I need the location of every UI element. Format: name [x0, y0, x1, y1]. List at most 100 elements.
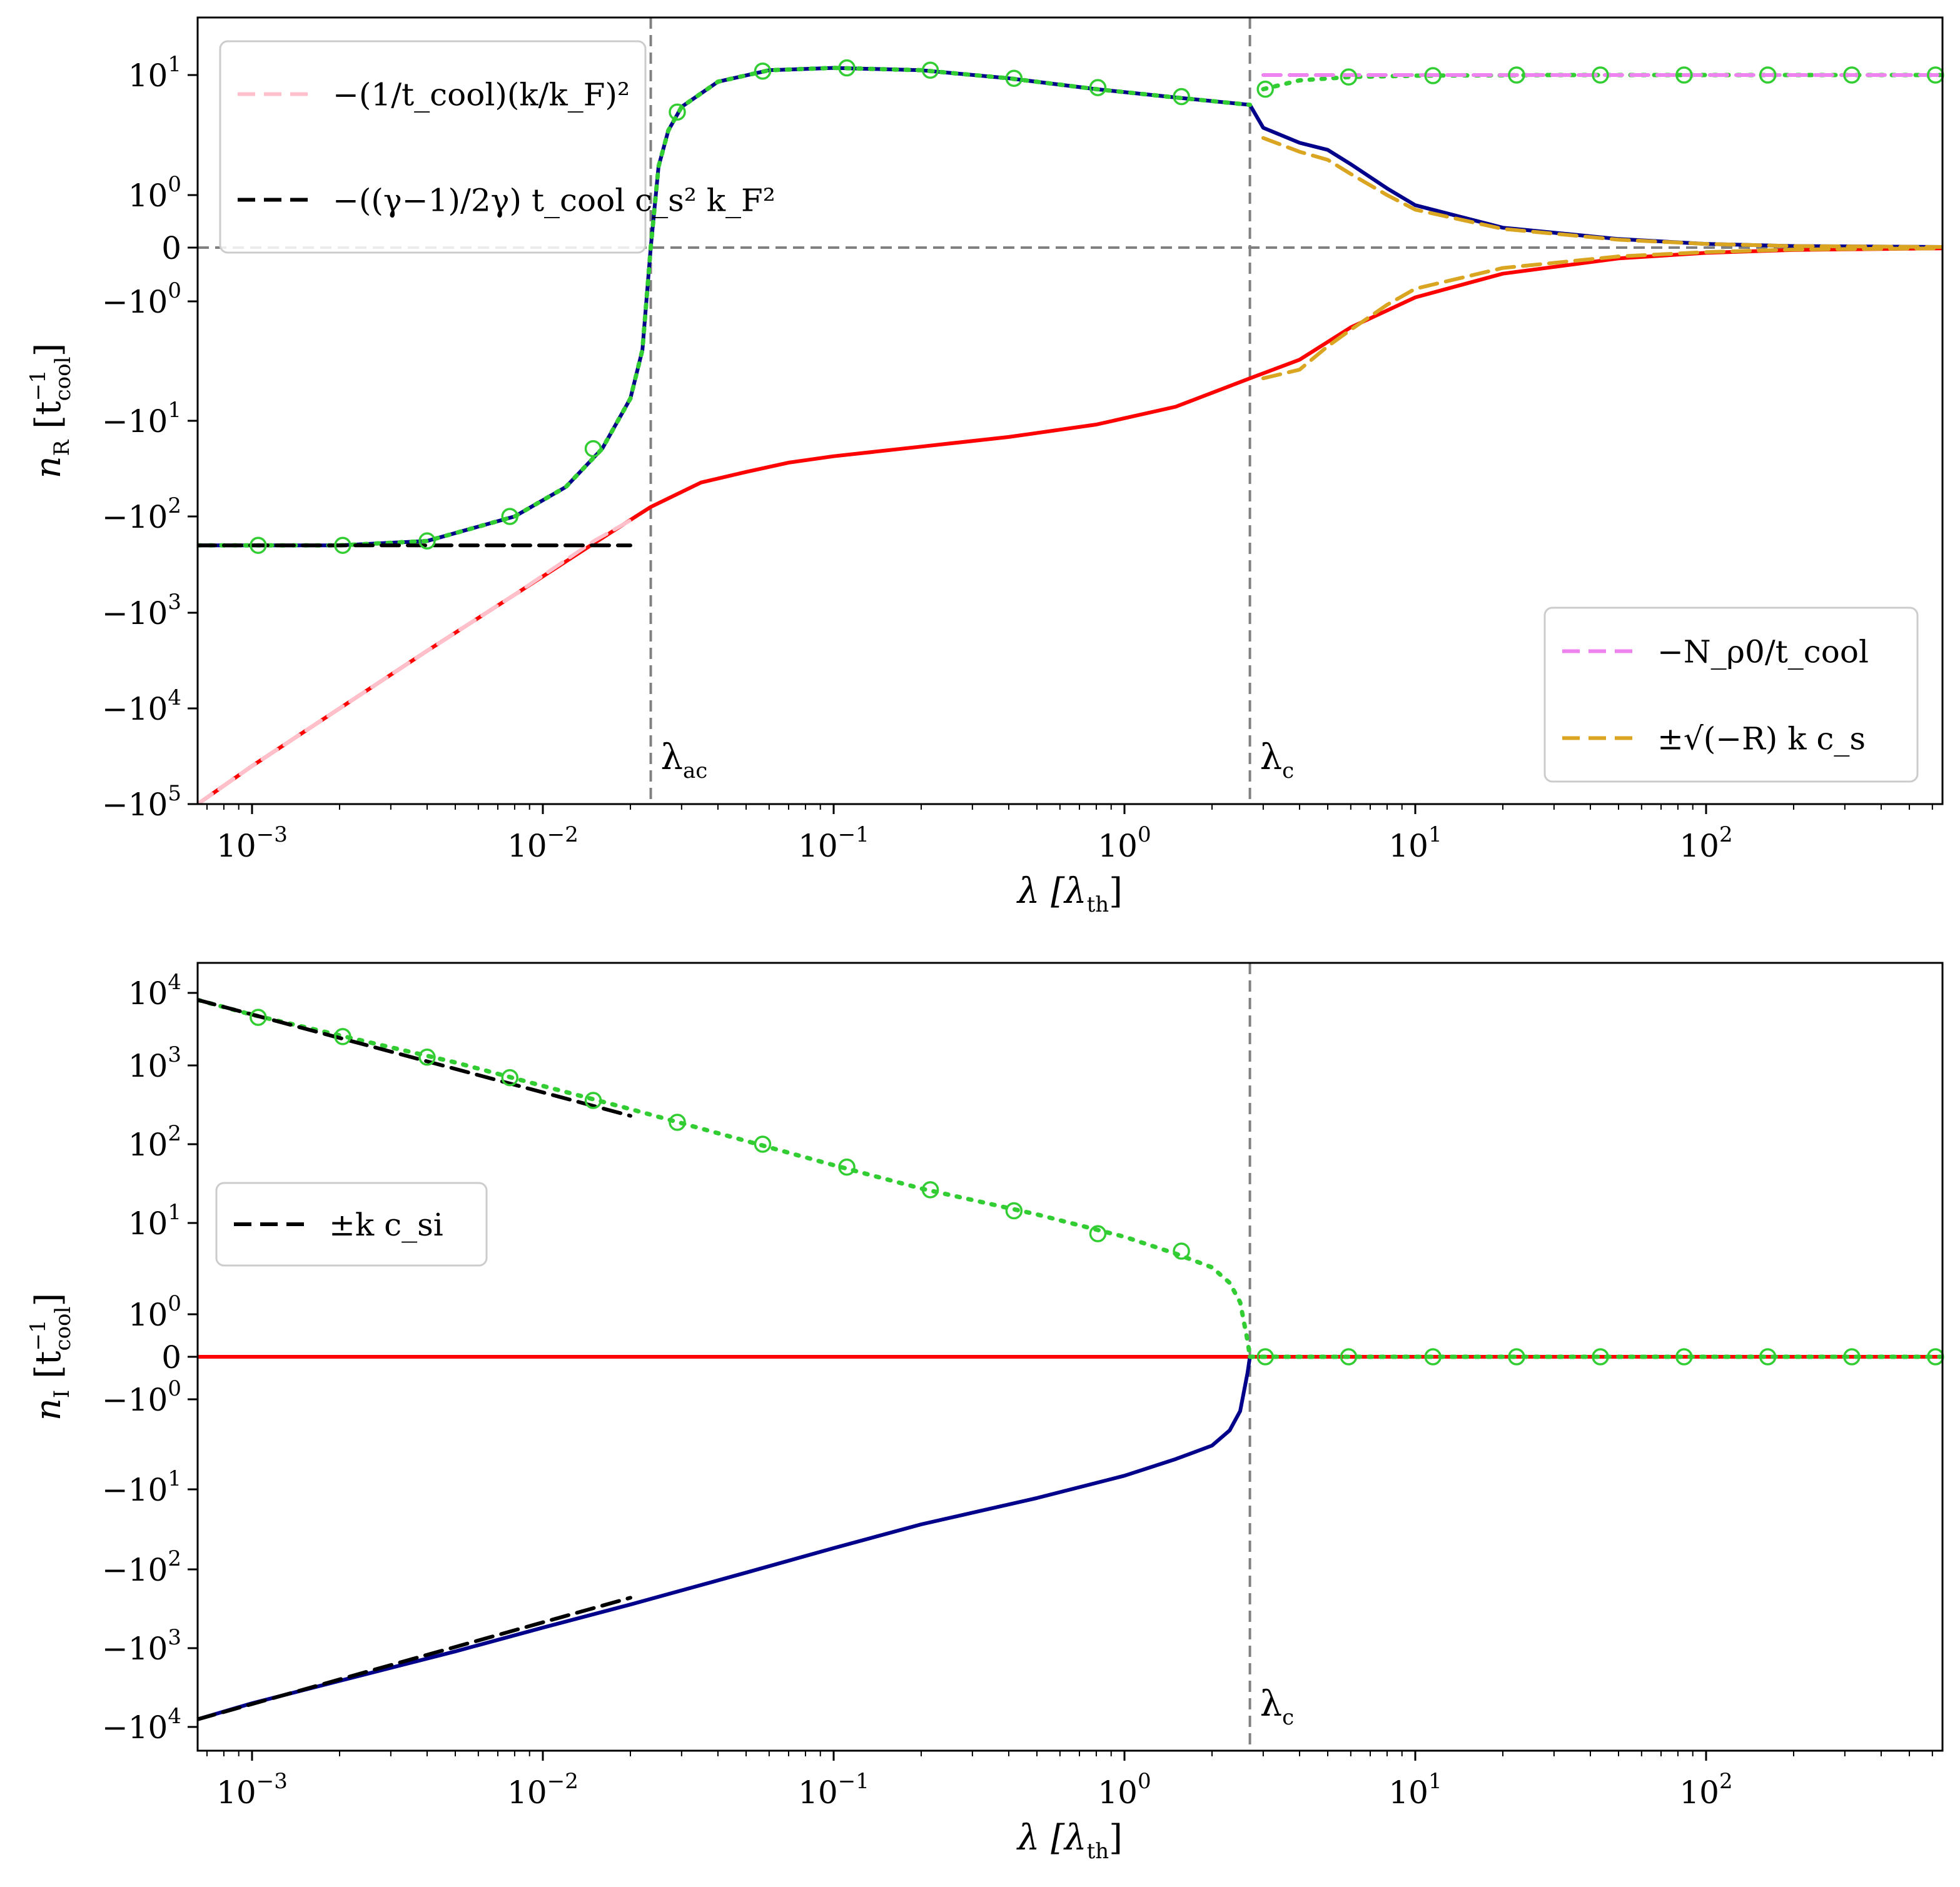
data-point-marker [1843, 1348, 1861, 1366]
tick-base: 10 [1679, 1774, 1719, 1811]
tick-exp: 4 [168, 685, 181, 710]
ylabel-n: n [28, 1398, 69, 1421]
data-point-marker [1340, 1348, 1358, 1366]
marker-symbol: λ [1260, 1684, 1283, 1724]
x-tick-label: 102 [1679, 822, 1732, 864]
tick-base: 10 [1098, 1774, 1138, 1811]
tick-base: 0 [161, 1339, 181, 1376]
ylabel-n: n [28, 456, 69, 478]
tick-base: 10 [216, 1774, 256, 1811]
tick-base: 0 [161, 230, 181, 266]
data-point-marker [1759, 1348, 1777, 1366]
x-tick-label: 10−3 [216, 822, 288, 864]
data-point-marker [501, 1069, 518, 1087]
tick-exp: 0 [1138, 1769, 1151, 1794]
tick-base: 10 [1388, 828, 1428, 864]
tick-base: 10 [507, 1774, 547, 1811]
data-point-marker [584, 1092, 602, 1109]
data-point-marker [250, 536, 267, 554]
series-line [198, 998, 632, 1118]
tick-exp: 2 [168, 493, 181, 518]
legend-label: −N_ρ0/t_cool [1657, 634, 1869, 670]
data-point-marker [250, 1009, 267, 1026]
tick-exp: 1 [168, 1466, 181, 1491]
tick-base: 10 [128, 178, 168, 214]
legend-label: ±k c_si [329, 1207, 443, 1243]
data-point-marker [1256, 80, 1274, 98]
data-point-marker [669, 1114, 686, 1131]
tick-base: 10 [128, 975, 168, 1012]
data-point-marker [921, 61, 939, 79]
tick-exp: 3 [168, 1042, 181, 1067]
ylabel-t: [t [28, 1351, 69, 1390]
y-tick-label: −101 [102, 398, 181, 440]
tick-base: −10 [102, 1552, 168, 1588]
tick-base: 10 [507, 828, 547, 864]
ylabel-exp: −1 [26, 370, 51, 401]
tick-exp: 2 [1719, 822, 1733, 847]
series-line [1261, 246, 1942, 381]
y-tick-label: 103 [128, 1042, 181, 1084]
tick-base: 10 [1679, 828, 1719, 864]
data-point-marker [1005, 1202, 1023, 1220]
data-point-marker [1675, 1348, 1693, 1366]
data-point-marker [1508, 1348, 1525, 1366]
x-tick-label: 10−1 [798, 1769, 869, 1811]
data-point-marker [334, 536, 351, 554]
marker-group [250, 1009, 1944, 1366]
data-point-marker [1424, 67, 1442, 84]
marker-group [250, 59, 1944, 554]
data-point-marker [1759, 66, 1777, 84]
xlabel-sub: th [1087, 1839, 1109, 1864]
ylabel-sub: R [49, 439, 74, 456]
legend-label: ±√(−R) k c_s [1657, 721, 1866, 757]
ylabel-close: ] [28, 1293, 69, 1307]
tick-base: −10 [102, 499, 168, 535]
tick-exp: 4 [168, 970, 181, 995]
y-tick-label: 0 [161, 1339, 181, 1376]
y-tick-label: −104 [102, 685, 181, 727]
tick-base: 10 [128, 1205, 168, 1242]
tick-exp: −1 [838, 822, 869, 847]
x-tick-label: 101 [1388, 822, 1442, 864]
tick-exp: 0 [1138, 822, 1151, 847]
vertical-marker-label: λac [661, 737, 708, 783]
data-point-marker [669, 103, 686, 121]
y-tick-label: −104 [102, 1704, 181, 1746]
marker-symbol: λ [661, 737, 684, 778]
data-point-marker [418, 1049, 436, 1066]
tick-exp: 0 [168, 172, 181, 197]
legend-top-left: −(1/t_cool)(k/k_F)² −((γ−1)/2γ) t_cool c_… [219, 40, 775, 254]
data-point-marker [584, 440, 602, 458]
tick-exp: 1 [168, 398, 181, 423]
series-line [198, 246, 1942, 804]
tick-base: 10 [798, 828, 838, 864]
y-tick-label: −100 [102, 278, 181, 320]
ylabel-close: ] [28, 343, 69, 357]
tick-base: 10 [128, 1127, 168, 1163]
data-point-marker [1843, 66, 1861, 84]
y-tick-label: −101 [102, 1466, 181, 1508]
xlabel-close: ] [1109, 1818, 1123, 1858]
series-line [1261, 136, 1942, 249]
tick-base: 10 [1388, 1774, 1428, 1811]
tick-exp: 2 [1719, 1769, 1733, 1794]
legend-lower-right: −N_ρ0/t_cool ±√(−R) k c_s [1543, 606, 1919, 783]
tick-exp: −2 [547, 1769, 578, 1794]
plot-frame [196, 16, 1944, 805]
tick-exp: −3 [256, 822, 288, 847]
tick-base: −10 [102, 403, 168, 440]
legend-frame [215, 1182, 488, 1267]
ylabel-cool: cool [51, 1307, 76, 1351]
tick-exp: 1 [1428, 1769, 1442, 1794]
vertical-marker-label: λc [1260, 1684, 1295, 1730]
tick-exp: 5 [168, 781, 181, 806]
series-line [198, 1596, 632, 1721]
series-line [1261, 73, 1942, 92]
xlabel-sub: th [1087, 892, 1109, 917]
series-group [198, 997, 1942, 1721]
data-point-marker [1592, 66, 1609, 84]
x-axis-label: λ [λth] [1016, 871, 1123, 917]
